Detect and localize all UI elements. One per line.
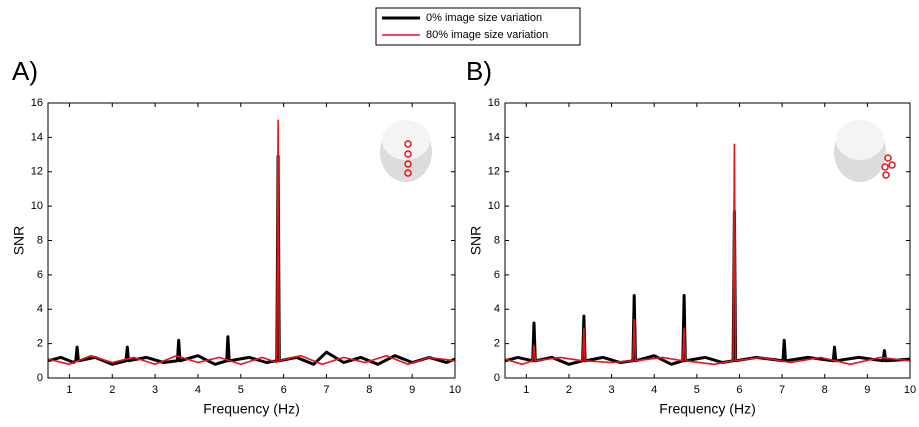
legend: 0% image size variation 80% image size v… xyxy=(375,7,581,46)
x-tick-label: 1 xyxy=(523,384,529,396)
axes-frame xyxy=(504,102,911,379)
electrode xyxy=(888,161,896,169)
y-tick-label: 16 xyxy=(31,97,43,109)
x-tick-label: 8 xyxy=(822,384,828,396)
panel-title: A) xyxy=(12,56,38,86)
y-axis-label: SNR xyxy=(468,226,484,256)
x-tick-label: 4 xyxy=(195,384,201,396)
y-tick-label: 8 xyxy=(494,234,500,246)
x-tick-label: 5 xyxy=(238,384,244,396)
x-axis-label: Frequency (Hz) xyxy=(659,401,755,417)
electrode xyxy=(404,150,412,158)
y-tick-label: 10 xyxy=(31,200,43,212)
x-tick-label: 3 xyxy=(609,384,615,396)
x-tick-label: 2 xyxy=(566,384,572,396)
y-tick-label: 0 xyxy=(37,372,43,384)
x-tick-label: 3 xyxy=(152,384,158,396)
y-tick-label: 8 xyxy=(37,234,43,246)
y-tick-label: 6 xyxy=(37,269,43,281)
y-tick-label: 12 xyxy=(31,166,43,178)
electrode xyxy=(404,140,412,148)
legend-box xyxy=(375,7,581,46)
head-icon xyxy=(834,120,896,182)
x-tick-label: 6 xyxy=(736,384,742,396)
scalp xyxy=(382,120,430,160)
electrode xyxy=(404,169,412,177)
y-tick-label: 4 xyxy=(37,303,43,315)
x-tick-label: 7 xyxy=(323,384,329,396)
y-tick-label: 2 xyxy=(37,338,43,350)
series-line xyxy=(504,143,911,366)
electrode xyxy=(404,160,412,168)
y-tick-label: 16 xyxy=(488,97,500,109)
x-tick-label: 10 xyxy=(904,384,916,396)
panel-title: B) xyxy=(466,56,492,86)
y-tick-label: 4 xyxy=(494,303,500,315)
y-tick-label: 2 xyxy=(494,338,500,350)
electrode xyxy=(881,163,889,171)
head-icon xyxy=(380,120,432,182)
scalp xyxy=(836,120,884,160)
x-axis-label: Frequency (Hz) xyxy=(203,401,299,417)
electrode xyxy=(884,154,892,162)
x-tick-label: 2 xyxy=(109,384,115,396)
x-tick-label: 5 xyxy=(694,384,700,396)
x-tick-label: 7 xyxy=(779,384,785,396)
y-tick-label: 10 xyxy=(488,200,500,212)
electrode xyxy=(882,171,890,179)
x-tick-label: 1 xyxy=(66,384,72,396)
x-tick-label: 4 xyxy=(651,384,657,396)
y-tick-label: 14 xyxy=(31,131,43,143)
y-tick-label: 12 xyxy=(488,166,500,178)
y-axis-label: SNR xyxy=(11,226,27,256)
x-tick-label: 10 xyxy=(449,384,461,396)
legend-label: 0% image size variation xyxy=(426,12,542,24)
axes-frame xyxy=(47,102,456,379)
x-tick-label: 9 xyxy=(409,384,415,396)
series-line xyxy=(47,119,456,366)
x-tick-label: 8 xyxy=(366,384,372,396)
y-tick-label: 0 xyxy=(494,372,500,384)
legend-label: 80% image size variation xyxy=(426,29,548,41)
y-tick-label: 6 xyxy=(494,269,500,281)
y-tick-label: 14 xyxy=(488,131,500,143)
x-tick-label: 6 xyxy=(281,384,287,396)
x-tick-label: 9 xyxy=(864,384,870,396)
